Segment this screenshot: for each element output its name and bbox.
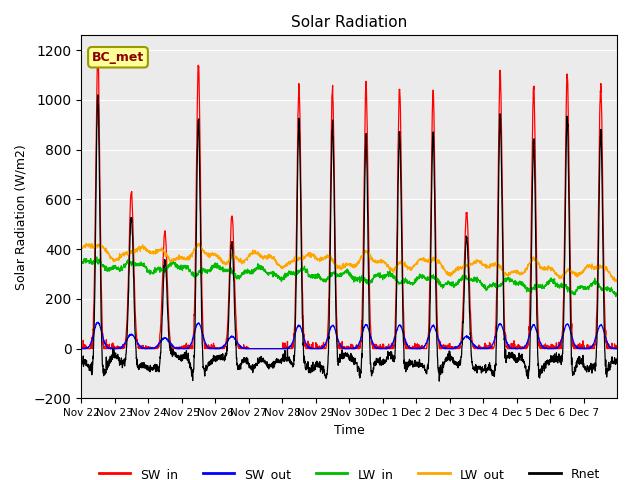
SW_in: [614, 343, 621, 349]
Rnet: [381, 359, 389, 365]
LW_in: [612, 293, 620, 299]
Rnet: [131, 326, 139, 332]
LW_in: [614, 291, 621, 297]
Legend: SW_in, SW_out, LW_in, LW_out, Rnet: SW_in, SW_out, LW_in, LW_out, Rnet: [93, 463, 605, 480]
Rnet: [435, 378, 443, 384]
LW_in: [93, 254, 100, 260]
Text: BC_met: BC_met: [92, 51, 144, 64]
Line: SW_out: SW_out: [81, 322, 618, 348]
Rnet: [511, 352, 519, 358]
SW_out: [511, 346, 519, 351]
Line: LW_out: LW_out: [81, 243, 618, 282]
Title: Solar Radiation: Solar Radiation: [291, 15, 408, 30]
LW_in: [541, 283, 549, 289]
Line: SW_in: SW_in: [81, 51, 618, 348]
SW_in: [77, 344, 85, 350]
LW_in: [381, 274, 389, 280]
Rnet: [94, 92, 102, 98]
SW_in: [541, 346, 549, 351]
SW_out: [131, 335, 139, 341]
SW_in: [131, 308, 139, 313]
SW_out: [79, 346, 86, 351]
LW_out: [612, 279, 620, 285]
SW_out: [247, 346, 255, 351]
SW_in: [247, 346, 255, 351]
Line: Rnet: Rnet: [81, 95, 618, 381]
LW_out: [606, 270, 614, 276]
LW_out: [381, 261, 389, 266]
LW_out: [541, 266, 549, 272]
Line: LW_in: LW_in: [81, 257, 618, 296]
SW_in: [94, 48, 102, 54]
LW_out: [196, 240, 204, 246]
Rnet: [541, 362, 549, 368]
Y-axis label: Solar Radiation (W/m2): Solar Radiation (W/m2): [15, 144, 28, 290]
LW_out: [77, 246, 85, 252]
LW_in: [511, 280, 518, 286]
LW_out: [614, 279, 621, 285]
Rnet: [614, 356, 621, 361]
LW_in: [77, 258, 85, 264]
Rnet: [247, 366, 255, 372]
SW_out: [606, 345, 614, 350]
SW_in: [606, 346, 614, 351]
LW_in: [606, 289, 614, 295]
LW_in: [131, 262, 139, 268]
LW_out: [247, 251, 255, 257]
SW_in: [382, 346, 390, 351]
X-axis label: Time: Time: [334, 424, 365, 437]
SW_out: [541, 345, 549, 351]
SW_out: [614, 346, 621, 351]
SW_out: [94, 319, 102, 325]
Rnet: [606, 362, 614, 368]
LW_out: [511, 269, 518, 275]
LW_in: [247, 271, 255, 276]
SW_out: [382, 346, 390, 351]
SW_out: [77, 346, 85, 351]
SW_in: [77, 346, 85, 351]
SW_in: [511, 343, 519, 349]
Rnet: [77, 358, 85, 363]
LW_out: [131, 248, 138, 253]
